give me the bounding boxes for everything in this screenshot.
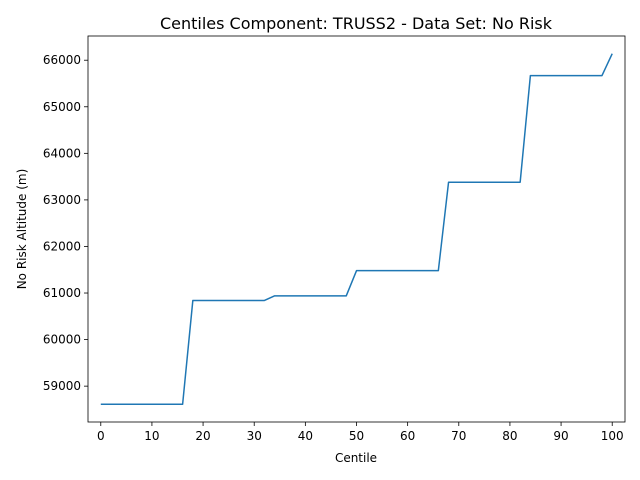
y-tick-label: 60000	[43, 333, 81, 347]
y-tick-label: 61000	[43, 286, 81, 300]
x-tick-label: 90	[553, 429, 568, 443]
x-tick-label: 50	[349, 429, 364, 443]
x-tick-label: 100	[601, 429, 624, 443]
x-axis-label: Centile	[335, 451, 377, 465]
series-line	[100, 53, 613, 406]
x-tick-label: 60	[400, 429, 415, 443]
y-axis: 59000 60000 61000 62000 63000 64000 65000 66000	[43, 53, 88, 393]
y-tick-label: 65000	[43, 100, 81, 114]
plot-frame	[87, 35, 626, 423]
x-tick-label: 0	[97, 429, 105, 443]
y-axis-label: No Risk Altitude (m)	[15, 169, 29, 290]
chart-title: Centiles Component: TRUSS2 - Data Set: N…	[160, 14, 553, 33]
y-tick-label: 62000	[43, 239, 81, 253]
y-tick-label: 59000	[43, 379, 81, 393]
x-tick-label: 40	[298, 429, 313, 443]
x-axis: 0 10 20 30 40 50 60 70 80 90 100	[97, 422, 624, 443]
y-tick-label: 66000	[43, 53, 81, 67]
x-tick-label: 20	[195, 429, 210, 443]
x-tick-label: 70	[451, 429, 466, 443]
x-tick-label: 30	[247, 429, 262, 443]
y-tick-label: 64000	[43, 146, 81, 160]
x-tick-label: 10	[144, 429, 159, 443]
y-tick-label: 63000	[43, 193, 81, 207]
x-tick-label: 80	[502, 429, 517, 443]
